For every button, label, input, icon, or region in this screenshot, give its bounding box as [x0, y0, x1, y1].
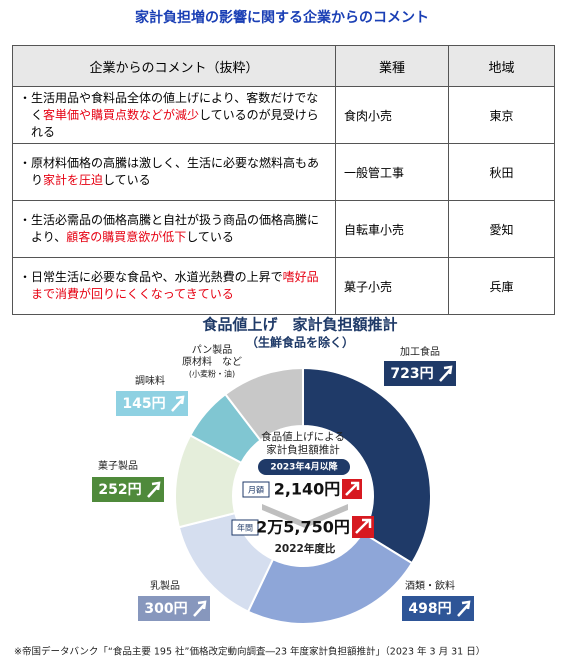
comparison: 2022年度比	[275, 542, 336, 555]
industry-cell: 食肉小売	[335, 86, 449, 144]
up-arrow-icon	[457, 600, 471, 617]
category-label: 原材料 など	[182, 355, 242, 368]
annual-value: 2万5,750円	[256, 518, 350, 537]
column-header: 業種	[335, 45, 449, 87]
industry-cell: 菓子小売	[335, 257, 449, 315]
category-label: 調味料	[135, 374, 165, 387]
monthly-label: 月額	[248, 485, 264, 495]
comment-text: ・生活必需品の価格高騰と自社が扱う商品の価格高騰により、	[19, 213, 320, 244]
annual-label: 年間	[237, 523, 253, 533]
comment-text: している	[103, 173, 151, 187]
comment-text: しているのが見受けられる	[31, 107, 319, 139]
period-pill	[258, 459, 350, 475]
comment-text: ・日常生活に必要な食品や、水道光熱費の上昇で	[19, 270, 283, 284]
up-arrow-icon	[193, 600, 207, 617]
column-header: 企業からのコメント（抜粋）	[12, 45, 336, 87]
page-title: 家計負担増の影響に関する企業からのコメント	[135, 9, 429, 26]
table-row: ・生活用品や食料品全体の値上げにより、客数だけでなく客単価や購買点数などが減少し…	[12, 86, 555, 144]
category-label: (小麦粉・油)	[189, 369, 235, 379]
footnote: ※帝国データバンク「“食品主要 195 社”価格改定動向調査―23 年度家計負担…	[14, 646, 485, 658]
category-label: 酒類・飲料	[405, 579, 455, 592]
center-title: 食品値上げによる	[261, 430, 345, 443]
comment-text: 顧客の購買意欲が低下	[66, 230, 187, 244]
category-label: 乳製品	[150, 579, 180, 592]
up-arrow-icon	[355, 518, 372, 534]
table-row: ・日常生活に必要な食品や、水道光熱費の上昇で嗜好品まで消費が回りにくくなってきて…	[12, 257, 555, 315]
comment-text: している	[186, 230, 234, 244]
value-label: 145円	[122, 396, 165, 412]
center-title: 家計負担額推計	[266, 443, 340, 456]
comment-text: 客単価や購買点数などが減少	[43, 107, 200, 122]
value-box	[402, 596, 474, 621]
value-box	[138, 596, 210, 621]
value-box	[384, 361, 456, 386]
value-label: 252円	[98, 482, 141, 498]
value-box	[92, 477, 164, 502]
chart-title: 食品値上げ 家計負担額推計	[202, 316, 397, 334]
comment-cell: ・生活用品や食料品全体の値上げにより、客数だけでなく客単価や購買点数などが減少し…	[12, 86, 336, 144]
industry-cell: 自転車小売	[335, 200, 449, 258]
category-label: 菓子製品	[98, 459, 138, 472]
category-label: パン製品	[192, 343, 233, 356]
region-cell: 愛知	[448, 200, 555, 258]
chart-subtitle: （生鮮食品を除く）	[246, 335, 354, 350]
column-header: 地域	[448, 45, 555, 87]
comment-text: 家計を圧迫	[43, 173, 104, 187]
comment-cell: ・日常生活に必要な食品や、水道光熱費の上昇で嗜好品まで消費が回りにくくなってきて…	[12, 257, 336, 315]
value-label: 723円	[390, 366, 433, 382]
category-label: 加工食品	[400, 345, 440, 358]
up-arrow-icon	[171, 395, 185, 412]
comment-text: ・原材料価格の高騰は激しく、生活に必要な燃料高もあり	[19, 156, 320, 187]
up-arrow-icon	[439, 365, 453, 382]
monthly-value: 2,140円	[274, 480, 341, 499]
table-row: ・原材料価格の高騰は激しく、生活に必要な燃料高もあり家計を圧迫している 一般管工事…	[12, 143, 555, 201]
comment-cell: ・原材料価格の高騰は激しく、生活に必要な燃料高もあり家計を圧迫している	[12, 143, 336, 201]
table-row: ・生活必需品の価格高騰と自社が扱う商品の価格高騰により、顧客の購買意欲が低下して…	[12, 200, 555, 258]
annual-tag	[231, 519, 259, 536]
donut-segment	[302, 366, 432, 565]
down-chevron	[262, 504, 348, 528]
industry-cell: 一般管工事	[335, 143, 449, 201]
comment-table: 企業からのコメント（抜粋） 業種 地域・生活用品や食料品全体の値上げにより、客数だけ…	[12, 45, 555, 315]
comment-cell: ・生活必需品の価格高騰と自社が扱う商品の価格高騰により、顧客の購買意欲が低下して…	[12, 200, 336, 258]
comment-text: ・生活用品や食料品全体の値上げにより、客数だけでなく	[19, 90, 319, 122]
up-arrow-icon	[345, 481, 360, 496]
donut-segment	[246, 531, 414, 625]
region-cell: 秋田	[448, 143, 555, 201]
comment-text: 嗜好品まで消費が回りにくくなってきている	[31, 270, 319, 301]
value-label: 300円	[144, 601, 187, 617]
monthly-tag	[242, 481, 270, 498]
up-arrow-icon	[147, 481, 161, 498]
donut-segment	[223, 366, 304, 442]
region-cell: 東京	[448, 86, 555, 144]
region-cell: 兵庫	[448, 257, 555, 315]
period: 2023年4月以降	[270, 461, 338, 473]
value-label: 498円	[408, 601, 451, 617]
value-box	[116, 391, 188, 416]
